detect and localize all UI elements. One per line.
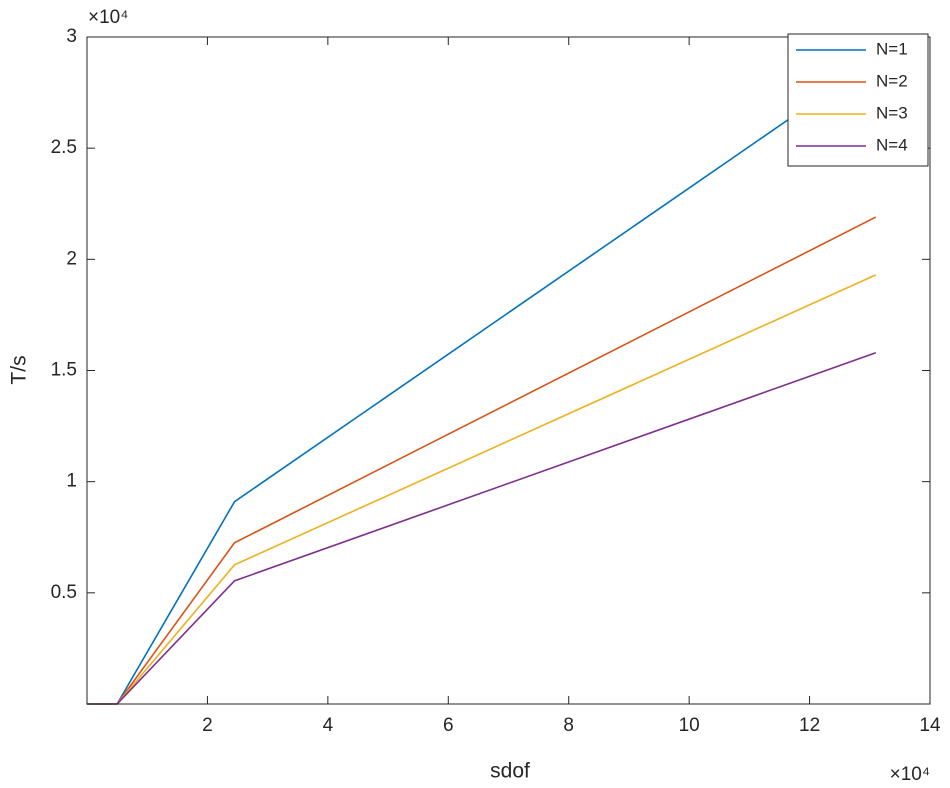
legend-label: N=3 (876, 103, 908, 122)
legend-label: N=4 (876, 135, 908, 154)
x-tick-label: 6 (443, 715, 454, 736)
y-tick-label: 3 (66, 26, 77, 47)
x-tick-label: 2 (202, 715, 213, 736)
x-tick-label: 10 (679, 715, 700, 736)
x-axis-title: sdof (490, 760, 530, 783)
y-tick-label: 1.5 (51, 360, 77, 381)
x-tick-label: 4 (323, 715, 334, 736)
y-axis-title: T/s (8, 355, 31, 384)
legend-box (787, 33, 929, 167)
y-multiplier: ×10⁴ (88, 7, 128, 28)
x-tick-label: 8 (563, 715, 574, 736)
y-tick-label: 2.5 (51, 137, 77, 158)
legend-label: N=2 (876, 71, 908, 90)
y-tick-label: 1 (66, 471, 77, 492)
axes-box (86, 36, 931, 705)
x-tick-label: 14 (919, 715, 941, 736)
y-tick-label: 0.5 (51, 582, 77, 603)
x-tick-label: 12 (799, 715, 820, 736)
x-multiplier: ×10⁴ (890, 764, 930, 785)
y-tick-label: 2 (66, 248, 77, 269)
legend-label: N=1 (876, 39, 908, 58)
